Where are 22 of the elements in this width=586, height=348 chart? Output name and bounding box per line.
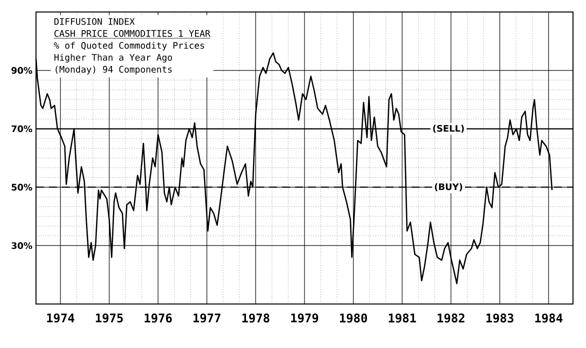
y-tick-label: 90% [11,67,32,74]
x-tick-label: 1983 [486,313,514,323]
x-tick-label: 1975 [96,313,123,323]
text: DIFFUSION INDEX [54,18,135,25]
annotation: % of Quoted Commodity Prices [54,42,204,51]
x-tick-label: 1980 [340,313,367,323]
ref-line-label: (BUY) [434,183,462,192]
ref-line-label: (SELL) [433,124,464,133]
y-tick-label: 70% [12,125,32,132]
x-tick-label: 1979 [291,313,318,323]
x-tick-label: 1977 [194,313,220,323]
y-tick-label: 50% [12,184,32,191]
text: CASH PRICE COMMODITIES 1 YEAR [54,30,210,37]
x-tick-label: 1976 [144,314,172,323]
x-tick-label: 1978 [242,313,270,323]
annotation: Higher Than a Year Ago [54,54,172,63]
x-tick-label: 1981 [388,313,416,323]
x-tick-label: 1974 [47,313,74,323]
x-tick-label: 1982 [438,313,464,323]
annotation: (Monday) 94 Components [56,66,172,74]
y-tick-label: 30% [12,242,32,249]
x-tick-label: 1984 [535,313,562,323]
